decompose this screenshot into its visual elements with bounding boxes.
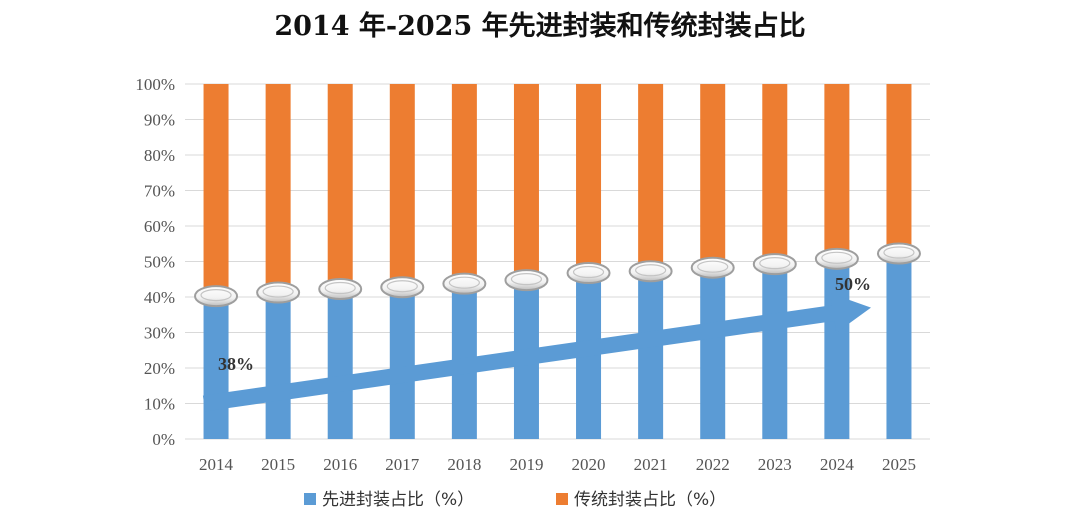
boundary-marker-ring-2023 — [759, 257, 791, 270]
bar-traditional-2021 — [638, 84, 664, 280]
bar-traditional-2024 — [824, 84, 850, 267]
boundary-marker-ring-2022 — [697, 260, 729, 273]
bar-advanced-2024 — [824, 266, 850, 439]
x-tick-label: 2020 — [572, 455, 606, 474]
bar-advanced-2015 — [265, 300, 291, 439]
x-tick-label: 2019 — [509, 455, 543, 474]
y-tick-label: 100% — [135, 75, 175, 94]
boundary-marker-ring-2017 — [386, 280, 418, 293]
boundary-marker-ring-2020 — [572, 265, 605, 279]
chart-title: 2014 年-2025 年先进封装和传统封装占比 — [274, 11, 806, 42]
y-tick-label: 90% — [144, 111, 175, 130]
boundary-marker-ring-2021 — [635, 264, 667, 277]
annotation-start: 38% — [218, 354, 254, 374]
y-tick-label: 10% — [144, 395, 175, 414]
x-tick-label: 2025 — [882, 455, 916, 474]
x-tick-label: 2022 — [696, 455, 730, 474]
bar-traditional-2017 — [389, 84, 415, 296]
bar-advanced-2025 — [886, 261, 912, 439]
annotation-end: 50% — [835, 274, 871, 294]
y-tick-label: 30% — [144, 324, 175, 343]
bar-advanced-2021 — [638, 279, 664, 439]
bar-traditional-2020 — [576, 84, 602, 282]
bar-traditional-2014 — [203, 84, 229, 305]
y-tick-label: 50% — [144, 253, 175, 272]
bar-advanced-2020 — [576, 281, 602, 439]
boundary-marker-ring-2016 — [324, 281, 356, 295]
bar-traditional-2016 — [327, 84, 353, 297]
boundary-marker-ring-2019 — [510, 273, 543, 286]
bar-advanced-2022 — [700, 275, 726, 439]
legend-swatch-traditional — [556, 493, 568, 505]
y-tick-label: 70% — [144, 182, 175, 201]
x-tick-label: 2021 — [634, 455, 668, 474]
x-tick-label: 2018 — [447, 455, 481, 474]
bar-traditional-2022 — [700, 84, 726, 276]
y-tick-label: 60% — [144, 217, 175, 236]
x-tick-label: 2017 — [385, 455, 420, 474]
bar-advanced-2014 — [203, 304, 229, 439]
bar-traditional-2015 — [265, 84, 291, 301]
y-tick-label: 40% — [144, 288, 175, 307]
y-tick-label: 80% — [144, 146, 175, 165]
bar-advanced-2016 — [327, 297, 353, 439]
x-tick-label: 2024 — [820, 455, 855, 474]
legend-swatch-advanced — [304, 493, 316, 505]
bar-traditional-2019 — [513, 84, 539, 289]
boundary-marker-ring-2018 — [448, 276, 480, 289]
legend-label-traditional: 传统封装占比（%） — [574, 490, 726, 510]
bar-traditional-2018 — [451, 84, 477, 292]
boundary-marker-ring-2014 — [200, 289, 232, 302]
boundary-marker-ring-2024 — [821, 251, 853, 264]
bar-traditional-2025 — [886, 84, 912, 262]
x-tick-label: 2014 — [199, 455, 234, 474]
x-tick-label: 2016 — [323, 455, 357, 474]
x-tick-label: 2015 — [261, 455, 295, 474]
bar-advanced-2023 — [762, 272, 788, 439]
boundary-marker-ring-2025 — [883, 246, 915, 259]
trend-arrow — [202, 293, 871, 412]
y-tick-label: 20% — [144, 359, 175, 378]
x-tick-label: 2023 — [758, 455, 792, 474]
bar-traditional-2023 — [762, 84, 788, 273]
boundary-marker-ring-2015 — [262, 285, 294, 298]
legend-label-advanced: 先进封装占比（%） — [322, 490, 474, 510]
y-tick-label: 0% — [152, 430, 175, 449]
